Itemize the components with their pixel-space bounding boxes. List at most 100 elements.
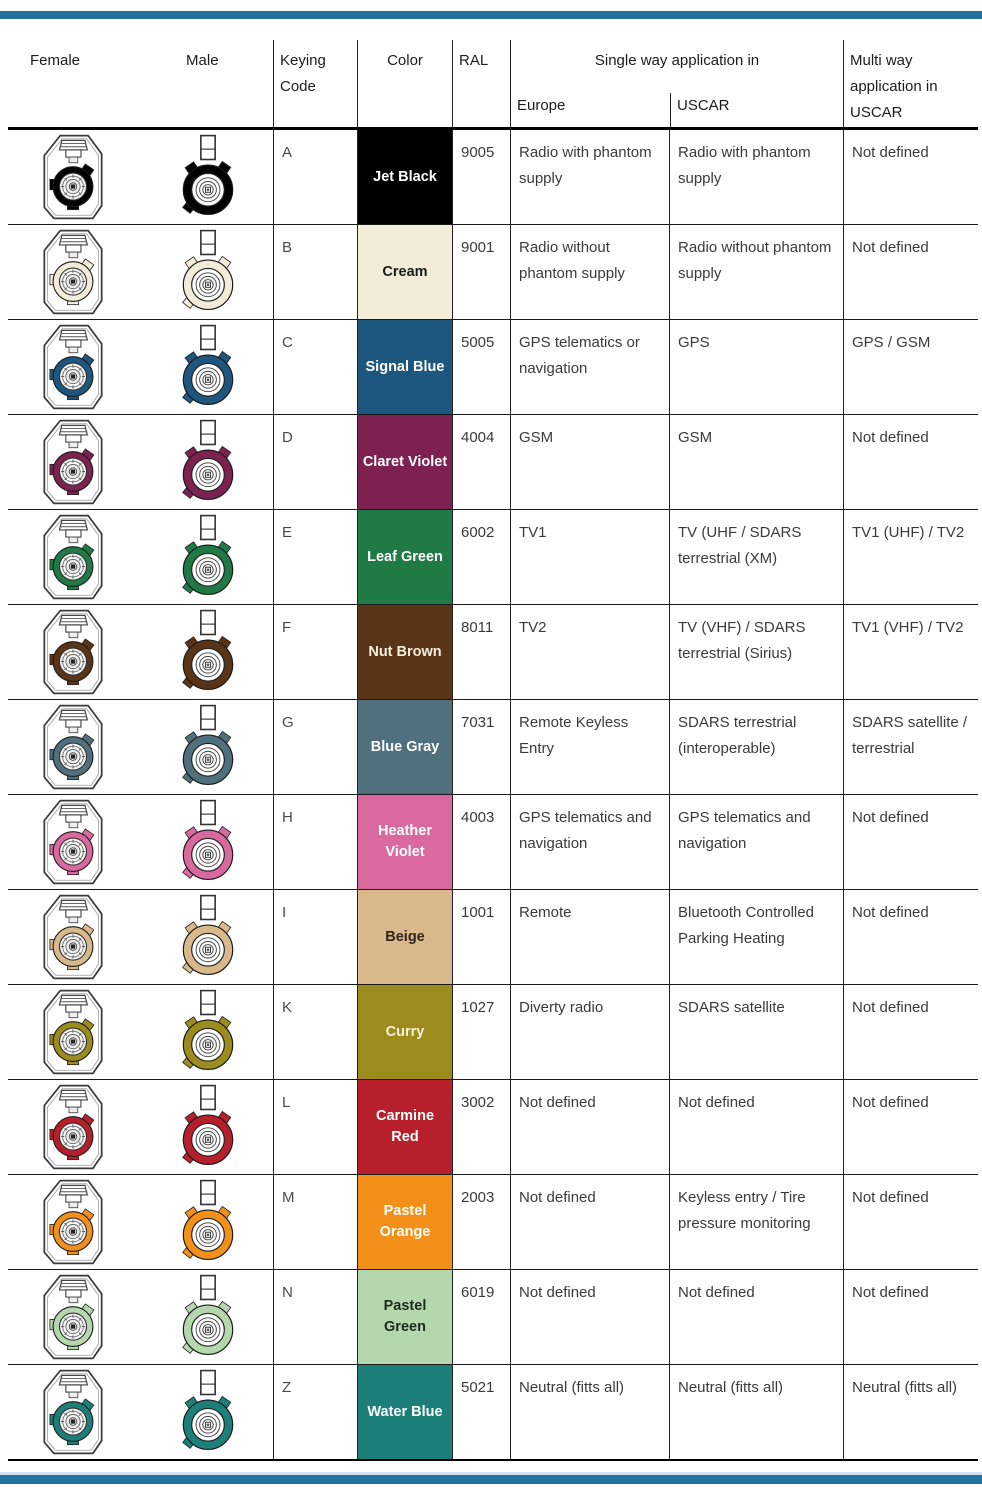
table-row: N Pastel Green 6019 Not defined Not defi… (8, 1270, 978, 1365)
multi-way-application-cell: TV1 (VHF) / TV2 (843, 605, 978, 699)
europe-application-cell: Radio without phantom supply (510, 225, 669, 319)
female-connector-icon (43, 419, 103, 505)
header-female: Female (30, 52, 81, 69)
color-name-label: Claret Violet (362, 453, 448, 470)
color-name-label: Curry (385, 1023, 425, 1040)
header-single-way-title: Single way application in (594, 52, 760, 69)
color-name-label: Pastel Green (383, 1298, 427, 1335)
uscar-application-cell: TV (VHF) / SDARS terrestrial (Sirius) (669, 605, 843, 699)
ral-cell: 3002 (452, 1080, 510, 1174)
europe-application-cell: Remote (510, 890, 669, 984)
color-swatch: Pastel Orange (357, 1175, 452, 1269)
europe-application-cell: Neutral (fitts all) (510, 1365, 669, 1459)
male-connector-icon (182, 989, 234, 1071)
connector-cell (8, 415, 273, 509)
table-row: E Leaf Green 6002 TV1 TV (UHF / SDARS te… (8, 510, 978, 605)
uscar-application-cell: Not defined (669, 1270, 843, 1364)
multi-way-application-cell: Not defined (843, 1080, 978, 1174)
connector-cell (8, 605, 273, 699)
europe-application-cell: TV2 (510, 605, 669, 699)
male-connector-icon (182, 514, 234, 596)
keying-code-cell: B (273, 225, 357, 319)
table-row: K Curry 1027 Diverty radio SDARS satelli… (8, 985, 978, 1080)
male-connector-icon (182, 704, 234, 786)
color-swatch: Signal Blue (357, 320, 452, 414)
color-swatch: Pastel Green (357, 1270, 452, 1364)
color-name-label: Jet Black (373, 168, 437, 185)
table-row: B Cream 9001 Radio without phantom suppl… (8, 225, 978, 320)
color-name-label: Beige (385, 928, 425, 945)
uscar-application-cell: GPS telematics and navigation (669, 795, 843, 889)
color-name-label: Signal Blue (365, 358, 445, 375)
color-swatch: Jet Black (357, 130, 452, 224)
color-name-label: Pastel Orange (379, 1203, 431, 1240)
ral-cell: 5005 (452, 320, 510, 414)
uscar-application-cell: SDARS terrestrial (interoperable) (669, 700, 843, 794)
header-multi-way: Multi way application in USCAR (843, 40, 978, 127)
table-row: A Jet Black 9005 Radio with phantom supp… (8, 130, 978, 225)
color-swatch: Water Blue (357, 1365, 452, 1459)
female-connector-icon (43, 134, 103, 220)
multi-way-application-cell: Not defined (843, 1270, 978, 1364)
connector-cell (8, 130, 273, 224)
uscar-application-cell: TV (UHF / SDARS terrestrial (XM) (669, 510, 843, 604)
header-europe: Europe (517, 97, 566, 114)
multi-way-application-cell: GPS / GSM (843, 320, 978, 414)
color-swatch: Beige (357, 890, 452, 984)
connector-cell (8, 1365, 273, 1459)
male-connector-icon (182, 894, 234, 976)
female-connector-icon (43, 704, 103, 790)
connector-cell (8, 1270, 273, 1364)
male-connector-icon (182, 229, 234, 311)
uscar-application-cell: Radio with phantom supply (669, 130, 843, 224)
europe-application-cell: Not defined (510, 1080, 669, 1174)
connector-cell (8, 510, 273, 604)
connector-cell (8, 225, 273, 319)
male-connector-icon (182, 1274, 234, 1356)
ral-cell: 2003 (452, 1175, 510, 1269)
header-color: Color (357, 40, 452, 127)
color-name-label: Water Blue (367, 1403, 443, 1420)
uscar-application-cell: Bluetooth Controlled Parking Heating (669, 890, 843, 984)
female-connector-icon (43, 1274, 103, 1360)
keying-code-cell: F (273, 605, 357, 699)
color-name-label: Cream (382, 263, 428, 280)
keying-code-cell: A (273, 130, 357, 224)
keying-code-cell: I (273, 890, 357, 984)
multi-way-application-cell: Not defined (843, 985, 978, 1079)
color-swatch: Leaf Green (357, 510, 452, 604)
male-connector-icon (182, 134, 234, 216)
connector-color-table: Female Male Keying Code Color RAL Single … (8, 40, 978, 1461)
female-connector-icon (43, 229, 103, 315)
ral-cell: 8011 (452, 605, 510, 699)
table-row: I Beige 1001 Remote Bluetooth Controlled… (8, 890, 978, 985)
multi-way-application-cell: Neutral (fitts all) (843, 1365, 978, 1459)
multi-way-application-cell: Not defined (843, 415, 978, 509)
female-connector-icon (43, 799, 103, 885)
male-connector-icon (182, 799, 234, 881)
header-single-way-group: Single way application in Europe USCAR (510, 40, 843, 127)
keying-code-cell: K (273, 985, 357, 1079)
male-connector-icon (182, 1179, 234, 1261)
multi-way-application-cell: SDARS satellite / terrestrial (843, 700, 978, 794)
connector-cell (8, 1080, 273, 1174)
female-connector-icon (43, 1179, 103, 1265)
multi-way-application-cell: Not defined (843, 890, 978, 984)
male-connector-icon (182, 1369, 234, 1451)
table-row: F Nut Brown 8011 TV2 TV (VHF) / SDARS te… (8, 605, 978, 700)
europe-application-cell: GPS telematics and navigation (510, 795, 669, 889)
color-name-label: Nut Brown (368, 643, 442, 660)
table-row: Z Water Blue 5021 Neutral (fitts all) Ne… (8, 1365, 978, 1461)
europe-application-cell: Diverty radio (510, 985, 669, 1079)
connector-cell (8, 700, 273, 794)
connector-cell (8, 795, 273, 889)
europe-application-cell: TV1 (510, 510, 669, 604)
table-row: H Heather Violet 4003 GPS telematics and… (8, 795, 978, 890)
color-name-label: Carmine Red (375, 1108, 435, 1145)
keying-code-cell: C (273, 320, 357, 414)
bottom-accent-stripe (0, 1472, 982, 1484)
keying-code-cell: N (273, 1270, 357, 1364)
color-name-label: Leaf Green (367, 548, 443, 565)
color-swatch: Heather Violet (357, 795, 452, 889)
europe-application-cell: Not defined (510, 1270, 669, 1364)
